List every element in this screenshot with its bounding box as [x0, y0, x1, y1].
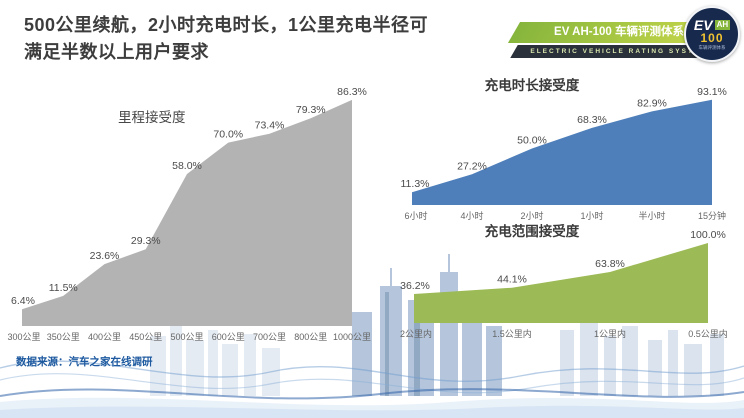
svg-text:600公里: 600公里: [212, 332, 245, 342]
svg-text:100.0%: 100.0%: [690, 229, 726, 241]
logo-ah-text: AH: [714, 19, 731, 30]
svg-text:4小时: 4小时: [460, 210, 483, 221]
svg-text:36.2%: 36.2%: [400, 280, 430, 292]
svg-text:500公里: 500公里: [170, 332, 203, 342]
chart-title-charge-range: 充电范围接受度: [484, 224, 580, 239]
svg-text:58.0%: 58.0%: [172, 160, 202, 172]
svg-text:1.5公里内: 1.5公里内: [492, 328, 532, 339]
svg-text:29.3%: 29.3%: [131, 235, 161, 247]
svg-text:79.3%: 79.3%: [296, 104, 326, 116]
svg-text:86.3%: 86.3%: [337, 86, 367, 98]
svg-text:6小时: 6小时: [404, 210, 427, 221]
svg-text:93.1%: 93.1%: [697, 86, 727, 98]
svg-text:300公里: 300公里: [7, 332, 40, 342]
svg-text:82.9%: 82.9%: [637, 97, 667, 109]
chart-title-mileage: 里程接受度: [118, 110, 186, 125]
svg-text:0.5公里内: 0.5公里内: [688, 328, 728, 339]
chart-title-charge-duration: 充电时长接受度: [484, 78, 580, 93]
svg-text:1000公里: 1000公里: [333, 332, 371, 342]
rating-badge-subtitle: ELECTRIC VEHICLE RATING SYSTEM: [530, 48, 708, 55]
svg-text:400公里: 400公里: [88, 332, 121, 342]
svg-text:63.8%: 63.8%: [595, 258, 625, 270]
mileage-acceptance-chart: 6.4% 11.5% 23.6% 29.3% 58.0% 70.0% 73.4% 79.3% 8…: [7, 86, 371, 342]
svg-text:73.4%: 73.4%: [255, 120, 285, 132]
rating-badge-banner: EV AH-100 车辆评测体系: [507, 22, 731, 43]
svg-text:350公里: 350公里: [47, 332, 80, 342]
svg-text:23.6%: 23.6%: [90, 250, 120, 262]
svg-text:6.4%: 6.4%: [11, 295, 35, 307]
svg-text:70.0%: 70.0%: [213, 129, 243, 141]
page-title: 500公里续航，2小时充电时长，1公里充电半径可 满足半数以上用户要求: [24, 12, 428, 66]
svg-text:11.3%: 11.3%: [401, 178, 430, 190]
svg-text:700公里: 700公里: [253, 332, 286, 342]
svg-text:68.3%: 68.3%: [577, 114, 607, 126]
charge-duration-acceptance-chart: 11.3% 27.2% 50.0% 68.3% 82.9% 93.1% 6小时 4小时 2小时 1…: [401, 86, 727, 221]
svg-text:1公里内: 1公里内: [594, 328, 626, 339]
rating-badge-title: EV AH-100 车辆评测体系: [554, 26, 684, 38]
page-title-line2: 满足半数以上用户要求: [24, 42, 209, 62]
logo-ev-text: EV: [693, 16, 713, 33]
logo-number: 100: [700, 30, 724, 45]
svg-text:450公里: 450公里: [129, 332, 162, 342]
logo-caption: 车辆评测体系: [698, 44, 726, 50]
svg-text:2公里内: 2公里内: [400, 328, 432, 339]
svg-text:50.0%: 50.0%: [517, 135, 547, 147]
svg-text:27.2%: 27.2%: [457, 160, 487, 172]
svg-text:2小时: 2小时: [520, 210, 543, 221]
ev-ah100-logo: EV AH 100 车辆评测体系: [684, 6, 740, 62]
svg-text:1小时: 1小时: [580, 210, 603, 221]
charge-range-acceptance-chart: 36.2% 44.1% 63.8% 100.0% 2公里内 1.5公里内 1公里内 0.5公里…: [400, 229, 728, 339]
page-title-line1: 500公里续航，2小时充电时长，1公里充电半径可: [24, 15, 429, 35]
svg-text:44.1%: 44.1%: [497, 274, 527, 286]
svg-text:半小时: 半小时: [638, 210, 665, 221]
svg-text:15分钟: 15分钟: [698, 210, 726, 221]
svg-text:800公里: 800公里: [294, 332, 327, 342]
svg-text:11.5%: 11.5%: [49, 282, 78, 294]
data-source: 数据来源：汽车之家在线调研: [16, 356, 153, 368]
rating-badge-subbanner: ELECTRIC VEHICLE RATING SYSTEM: [510, 45, 728, 58]
